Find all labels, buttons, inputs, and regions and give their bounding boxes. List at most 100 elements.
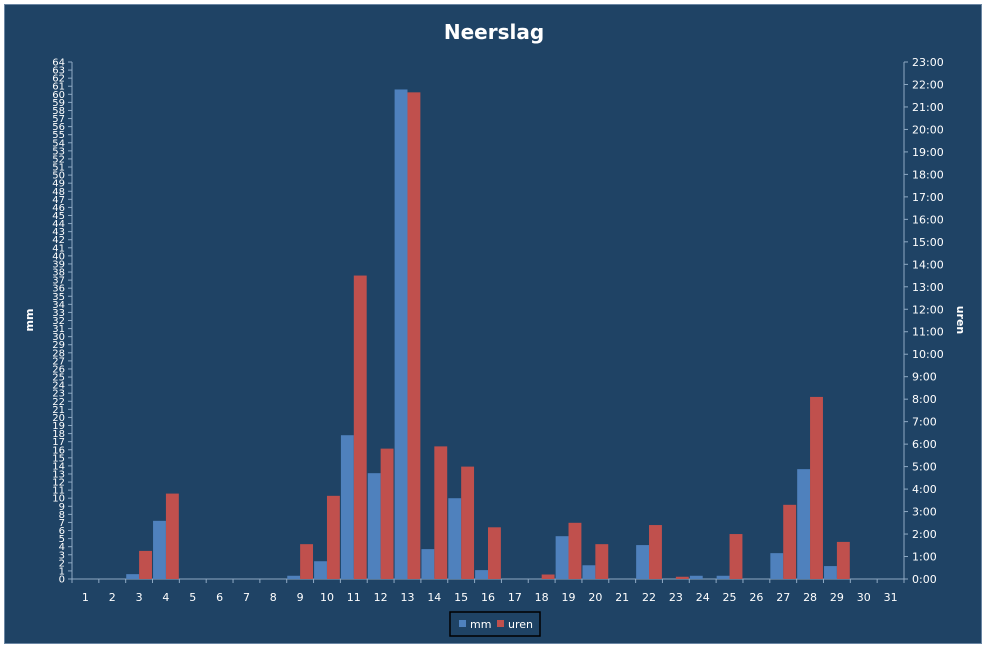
x-tick-label: 19	[562, 591, 576, 604]
bar-mm	[555, 536, 569, 579]
bar-uren	[139, 550, 152, 579]
y-right-tick-label: 2:00	[912, 528, 937, 541]
x-tick-label: 5	[189, 591, 196, 604]
bar-uren	[541, 574, 555, 579]
y-left-tick-label: 50	[52, 171, 65, 182]
bar-uren	[434, 446, 448, 579]
y-left-tick-label: 4	[59, 542, 65, 553]
y-left-tick-label: 53	[52, 146, 65, 157]
bar-mm	[448, 498, 462, 579]
y-left-tick-label: 12	[52, 478, 65, 489]
y-left-tick-label: 63	[52, 66, 65, 77]
bar-uren	[783, 504, 797, 579]
y-left-tick-label: 46	[52, 203, 65, 214]
x-tick-label: 16	[481, 591, 495, 604]
legend-swatch-mm	[459, 620, 466, 627]
y-left-tick-label: 59	[52, 98, 65, 109]
y-left-tick-label: 9	[59, 502, 65, 513]
bar-uren	[488, 527, 501, 579]
y-left-tick-label: 11	[52, 486, 65, 497]
y-right-tick-label: 3:00	[912, 506, 937, 519]
y-left-tick-label: 42	[52, 235, 65, 246]
y-left-tick-label: 43	[52, 227, 65, 238]
y-left-tick-label: 44	[52, 219, 65, 230]
y-left-tick-label: 33	[52, 308, 65, 319]
y-axis-label-right: uren	[954, 306, 967, 335]
y-left-tick-label: 25	[52, 373, 65, 384]
bar-mm	[689, 575, 703, 579]
plot-area: 0123456789101112131415161718192021222324…	[52, 56, 943, 604]
y-right-tick-label: 5:00	[912, 461, 937, 474]
x-tick-label: 27	[776, 591, 790, 604]
x-tick-label: 15	[454, 591, 468, 604]
bar-mm	[797, 469, 811, 579]
y-left-tick-label: 19	[52, 421, 65, 432]
y-left-tick-label: 27	[52, 356, 65, 367]
bar-mm	[287, 575, 301, 579]
y-left-tick-label: 0	[59, 575, 65, 586]
x-tick-label: 31	[884, 591, 898, 604]
y-left-tick-label: 28	[52, 348, 65, 359]
y-left-tick-label: 13	[52, 469, 65, 480]
x-tick-label: 22	[642, 591, 656, 604]
y-right-tick-label: 20:00	[912, 123, 944, 136]
bar-uren	[675, 576, 689, 579]
y-left-tick-label: 6	[59, 526, 65, 537]
x-tick-label: 20	[588, 591, 602, 604]
bar-uren	[326, 495, 340, 579]
bar-uren	[836, 541, 850, 579]
x-tick-label: 13	[400, 591, 414, 604]
y-left-tick-label: 64	[52, 58, 65, 69]
bar-uren	[461, 466, 475, 579]
y-left-tick-label: 62	[52, 74, 65, 85]
y-right-tick-label: 11:00	[912, 326, 944, 339]
x-tick-label: 21	[615, 591, 629, 604]
y-left-tick-label: 35	[52, 292, 65, 303]
y-left-tick-label: 31	[52, 324, 65, 335]
y-left-tick-label: 7	[59, 518, 65, 529]
y-right-tick-label: 14:00	[912, 258, 944, 271]
y-left-tick-label: 21	[52, 405, 65, 416]
x-tick-label: 29	[830, 591, 844, 604]
y-right-tick-label: 8:00	[912, 393, 937, 406]
y-left-tick-label: 16	[52, 445, 65, 456]
y-right-tick-label: 1:00	[912, 551, 937, 564]
neerslag-chart: Neerslag mm uren 01234567891011121314151…	[23, 20, 967, 637]
y-right-tick-label: 9:00	[912, 371, 937, 384]
legend-swatch-uren	[497, 620, 504, 627]
bar-uren	[407, 92, 421, 580]
y-left-tick-label: 58	[52, 106, 65, 117]
y-left-tick-label: 20	[52, 413, 65, 424]
y-left-tick-label: 51	[52, 163, 65, 174]
x-tick-label: 25	[723, 591, 737, 604]
bar-mm	[340, 435, 354, 579]
y-right-tick-label: 17:00	[912, 191, 944, 204]
x-tick-label: 8	[270, 591, 277, 604]
y-left-tick-label: 34	[52, 300, 65, 311]
y-right-tick-label: 21:00	[912, 101, 944, 114]
chart-frame: Neerslag mm uren 0 1 2 3 4 5 6 7 8 9 10 11 12 13 14 15 1…	[4, 4, 982, 644]
x-tick-label: 3	[136, 591, 143, 604]
x-tick-label: 23	[669, 591, 683, 604]
y-left-tick-label: 49	[52, 179, 65, 190]
bar-uren	[649, 525, 662, 579]
y-left-tick-label: 10	[52, 494, 65, 505]
y-right-tick-label: 10:00	[912, 348, 944, 361]
y-left-tick-label: 30	[52, 332, 65, 343]
bar-mm	[770, 553, 784, 579]
y-right-tick-label: 6:00	[912, 438, 937, 451]
y-right-tick-label: 0:00	[912, 573, 937, 586]
bar-mm	[636, 545, 650, 579]
y-left-tick-label: 37	[52, 276, 65, 287]
x-tick-label: 28	[803, 591, 817, 604]
y-left-tick-label: 8	[59, 510, 65, 521]
y-left-tick-label: 29	[52, 340, 65, 351]
y-right-tick-label: 23:00	[912, 56, 944, 69]
y-left-tick-label: 45	[52, 211, 65, 222]
x-tick-label: 2	[109, 591, 116, 604]
x-tick-label: 1	[82, 591, 89, 604]
y-right-tick-label: 18:00	[912, 168, 944, 181]
y-right-tick-label: 7:00	[912, 416, 937, 429]
y-left-tick-label: 24	[52, 381, 65, 392]
y-left-tick-label: 48	[52, 187, 65, 198]
